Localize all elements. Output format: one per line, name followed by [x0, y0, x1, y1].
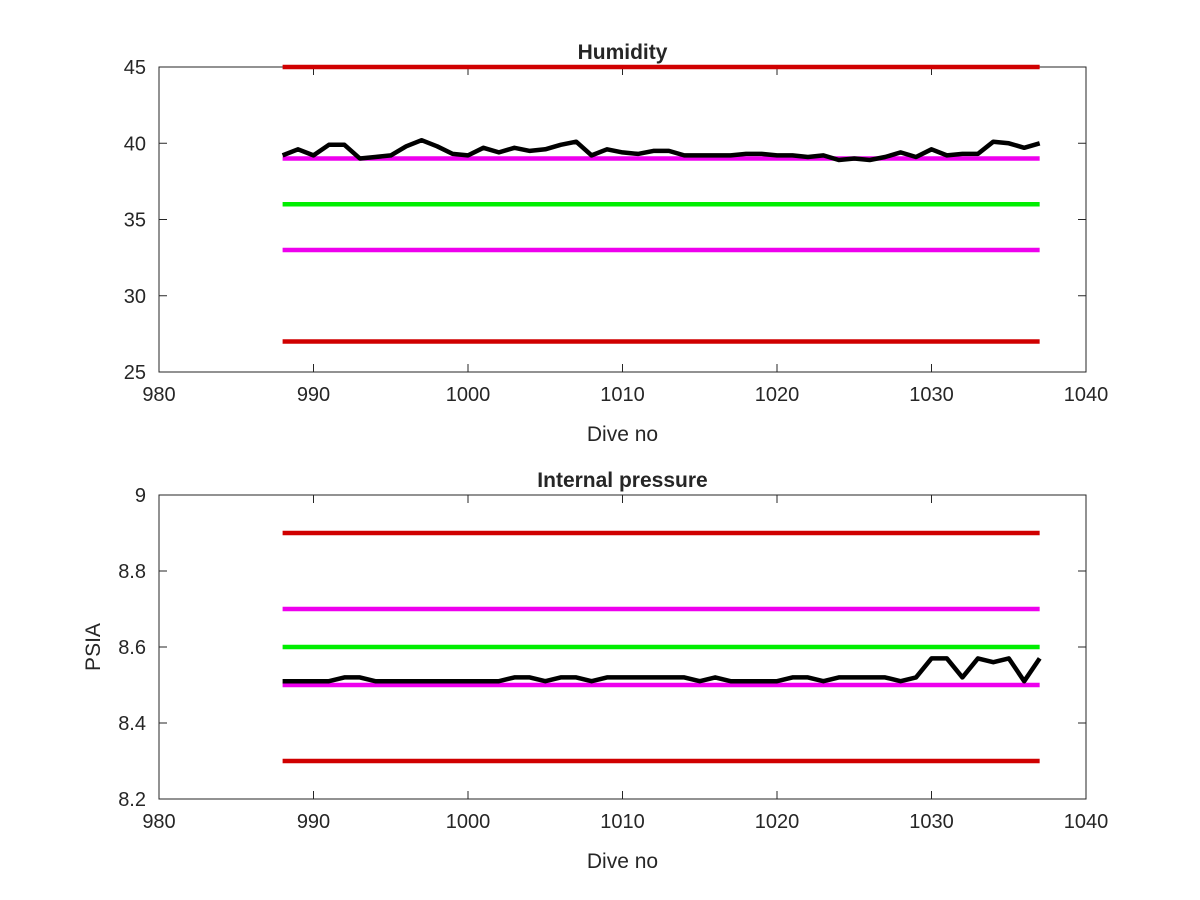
- x-tick-label: 990: [297, 811, 330, 833]
- x-axis-label: Dive no: [587, 850, 658, 873]
- y-tick-label: 45: [124, 57, 146, 79]
- y-tick-label: 8.8: [118, 561, 146, 583]
- x-tick-label: 1020: [755, 384, 800, 406]
- y-tick-label: 40: [124, 133, 146, 155]
- x-tick-label: 980: [142, 811, 175, 833]
- internal-pressure-subplot: 980 990 1000 1010 1020 1030 1040 8.2 8.4 8.6 8.8 9 I…: [82, 469, 1108, 873]
- y-tick-label: 8.2: [118, 789, 146, 811]
- x-tick-label: 980: [142, 384, 175, 406]
- x-tick-label: 1030: [909, 384, 954, 406]
- y-tick-label: 9: [135, 485, 146, 507]
- y-tick-label: 30: [124, 286, 146, 308]
- x-tick-label: 1040: [1064, 384, 1109, 406]
- humidity-subplot: 980 990 1000 1010 1020 1030 1040 25 30 35 40 45 Humi…: [124, 41, 1109, 446]
- x-tick-label: 1010: [600, 384, 645, 406]
- x-tick-label: 1000: [446, 384, 491, 406]
- y-tick-label: 35: [124, 210, 146, 232]
- x-tick-label: 1030: [909, 811, 954, 833]
- x-tick-label: 1040: [1064, 811, 1109, 833]
- chart-title: Humidity: [578, 41, 668, 64]
- axes-box: [158, 66, 1087, 373]
- y-tick-label: 25: [124, 362, 146, 384]
- y-tick-label: 8.4: [118, 713, 146, 735]
- data-series-line: [282, 656, 1042, 684]
- chart-title: Internal pressure: [537, 469, 707, 492]
- x-axis-label: Dive no: [587, 423, 658, 446]
- y-tick-label: 8.6: [118, 637, 146, 659]
- data-series-line: [281, 137, 1041, 163]
- x-tick-label: 1000: [446, 811, 491, 833]
- x-tick-label: 1010: [600, 811, 645, 833]
- x-tick-label: 990: [297, 384, 330, 406]
- y-axis-label: PSIA: [82, 623, 105, 671]
- x-tick-label: 1020: [755, 811, 800, 833]
